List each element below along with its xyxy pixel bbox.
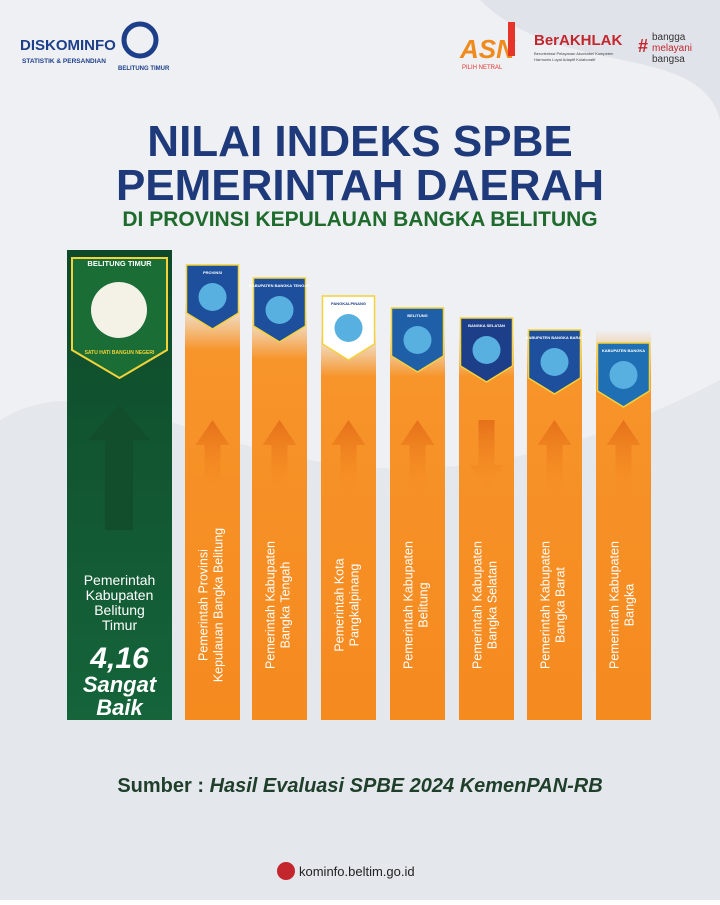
logo-subtitle: STATISTIK & PERSANDIAN (22, 58, 106, 65)
featured-name: Timur (102, 617, 138, 633)
column-name: Pangkalpinang (348, 564, 362, 647)
bg-wave (480, 0, 720, 120)
column-name: Kepulauan Bangka Belitung (212, 528, 226, 682)
emblem-label: PANGKALPINANG (331, 301, 366, 306)
emblem-circle (265, 296, 294, 324)
column-bar (527, 330, 582, 720)
up-arrow (606, 420, 641, 495)
featured-rating: Baik (96, 695, 144, 720)
column-name: Pemerintah Kabupaten (471, 541, 485, 669)
column-name: Bangka Tengah (279, 562, 293, 649)
column-bar (459, 330, 514, 720)
columns: PROVINSI Pemerintah Provinsi Kepulauan Ban… (185, 264, 651, 720)
asn-bar (508, 22, 515, 56)
emblem-top: BELITUNG TIMUR (87, 259, 152, 268)
up-arrow (400, 420, 435, 495)
emblem-circle (403, 326, 432, 354)
berakhlak-tagline: Harmonis Loyal Adaptif Kolaboratif (534, 57, 596, 62)
up-arrow (331, 420, 366, 495)
column-name: Pemerintah Kota (333, 558, 347, 651)
column-bar (321, 330, 376, 720)
emblem-circle (334, 314, 363, 342)
source-label: Sumber : (117, 775, 209, 797)
logo-name: DISKOMINFO (20, 37, 116, 54)
column: KABUPATEN BANGKA TENGAH Pemerintah Kabupa… (249, 277, 310, 720)
column: PANGKALPINANG Pemerintah Kota Pangkalpinan… (321, 295, 376, 720)
column-name: Pemerintah Kabupaten (402, 541, 416, 669)
column: KABUPATEN BANGKA BARAT Pemerintah Kabupat… (526, 329, 584, 720)
featured-name: Belitung (94, 602, 145, 618)
up-arrow (262, 420, 297, 495)
column-bar (390, 330, 445, 720)
column: BELITUNG Pemerintah Kabupaten Belitung (390, 307, 445, 720)
title-line: PEMERINTAH DAERAH (116, 161, 604, 210)
emblem-circle (609, 361, 638, 389)
logo-ring (121, 21, 159, 59)
source-text: Hasil Evaluasi SPBE 2024 KemenPAN-RB (210, 775, 603, 797)
berakhlak-tagline: Berorientasi Pelayanan Akuntabel Kompete… (534, 51, 613, 56)
featured-score: 4,16 (89, 642, 149, 675)
column-name: Bangka Barat (554, 567, 568, 643)
column-name: Bangka (623, 584, 637, 626)
title-line: NILAI INDEKS SPBE (147, 117, 572, 166)
column: KABUPATEN BANGKA Pemerintah Kabupaten Bang… (596, 330, 651, 720)
source: Sumber : Hasil Evaluasi SPBE 2024 KemenP… (117, 775, 602, 797)
column-name: Pemerintah Kabupaten (608, 541, 622, 669)
up-arrow (195, 420, 230, 495)
emblem-label: KABUPATEN BANGKA BARAT (526, 335, 584, 340)
emblem-circle (198, 283, 227, 311)
column: BANGKA SELATAN Pemerintah Kabupaten Bangka… (459, 317, 514, 720)
bangga-logo: # bangga melayani bangsa (638, 32, 692, 65)
asn-mark: ASN (459, 34, 516, 64)
column: PROVINSI Pemerintah Provinsi Kepulauan Ban… (185, 264, 240, 720)
featured-column: BELITUNG TIMUR SATU HATI BANGUN NEGERI P… (67, 250, 172, 720)
logo-region: BELITUNG TIMUR (118, 66, 170, 72)
featured-name: Pemerintah (84, 572, 156, 588)
bangga-line: melayani (652, 43, 692, 54)
hash: # (638, 36, 648, 56)
berakhlak-name: BerAKHLAK (534, 32, 623, 49)
column-name: Pemerintah Kabupaten (539, 541, 553, 669)
emblem-label: KABUPATEN BANGKA TENGAH (249, 283, 310, 288)
up-arrow (537, 420, 572, 495)
emblem-circle (91, 282, 147, 338)
asn-logo: ASN PILIH NETRAL (459, 22, 516, 71)
logo: DISKOMINFO STATISTIK & PERSANDIAN BELITU… (20, 21, 170, 72)
asn-tagline: PILIH NETRAL (462, 65, 503, 71)
column-bar (185, 300, 240, 720)
emblem-label: PROVINSI (203, 270, 222, 275)
column-name: Pemerintah Kabupaten (264, 541, 278, 669)
emblem-label: BELITUNG (407, 313, 427, 318)
website: kominfo.beltim.go.id (299, 864, 415, 879)
column-name: Pemerintah Provinsi (197, 549, 211, 661)
column-name: Belitung (417, 582, 431, 627)
emblem-label: KABUPATEN BANGKA (602, 348, 645, 353)
bangga-line: bangsa (652, 54, 685, 65)
berakhlak-logo: BerAKHLAK Berorientasi Pelayanan Akuntab… (534, 32, 623, 62)
emblem-circle (472, 336, 501, 364)
down-arrow (469, 420, 504, 490)
title-subtitle: DI PROVINSI KEPULAUAN BANGKA BELITUNG (122, 208, 597, 231)
web-icon (277, 862, 295, 880)
featured-name: Kabupaten (86, 587, 154, 603)
up-arrow (88, 405, 150, 530)
emblem-circle (540, 348, 569, 376)
column-name: Bangka Selatan (486, 561, 500, 649)
emblem-motto: SATU HATI BANGUN NEGERI (85, 350, 155, 356)
emblem-label: BANGKA SELATAN (468, 323, 505, 328)
bangga-line: bangga (652, 32, 686, 43)
featured-rating: Sangat (83, 672, 158, 697)
column-bar (252, 310, 307, 720)
